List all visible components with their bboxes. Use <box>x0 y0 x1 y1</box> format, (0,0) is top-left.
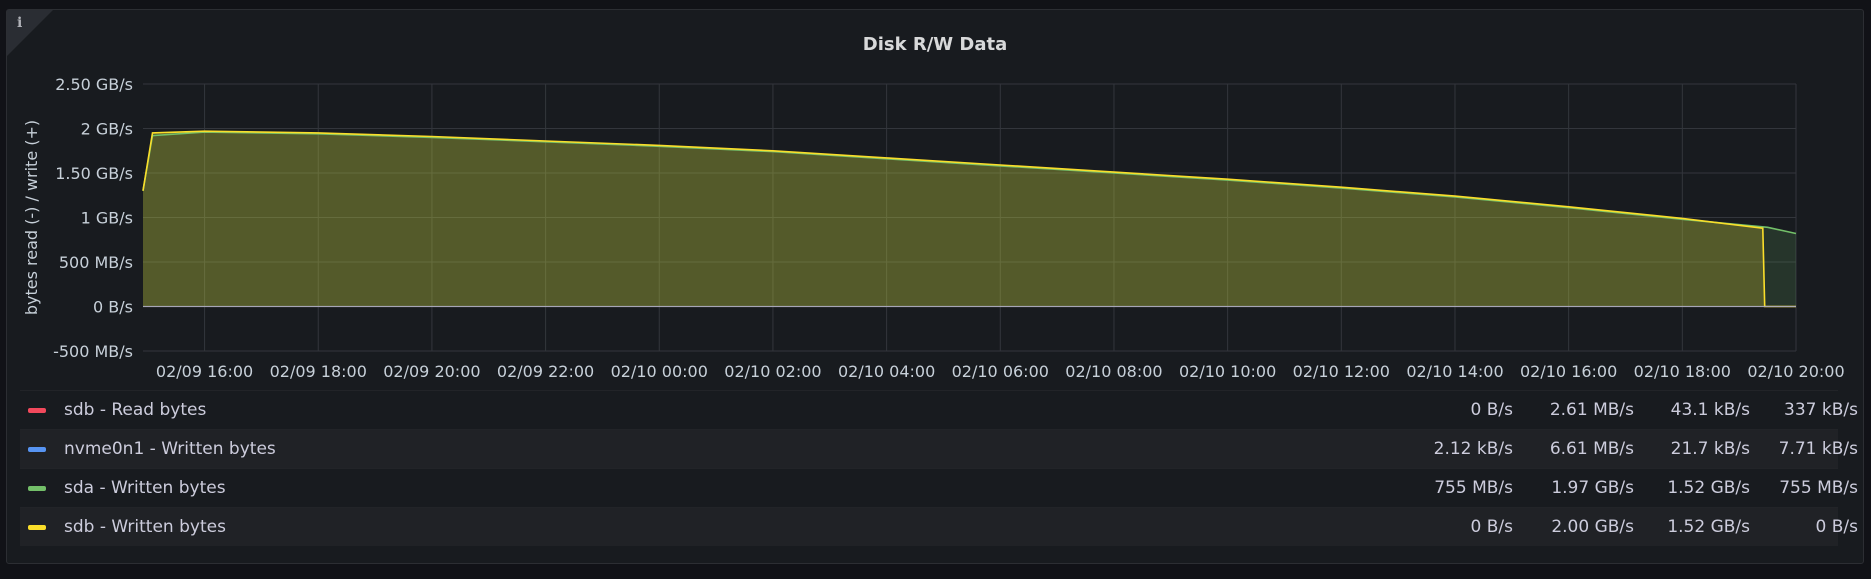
x-tick-label: 02/09 18:00 <box>270 362 367 381</box>
panel-title[interactable]: Disk R/W Data <box>862 34 1008 55</box>
info-icon[interactable]: i <box>17 15 23 31</box>
legend-swatch[interactable] <box>28 525 46 530</box>
legend-row[interactable]: sdb - Written bytes 0 B/s 2.00 GB/s 1.52 GB… <box>20 507 1858 546</box>
legend-value: 755 MB/s <box>1434 478 1513 498</box>
legend-series-name[interactable]: sdb - Written bytes <box>64 517 226 537</box>
x-tick-label: 02/10 20:00 <box>1747 362 1844 381</box>
x-tick-label: 02/10 04:00 <box>838 362 935 381</box>
y-tick-label: 0 B/s <box>93 298 133 317</box>
legend-value: 0 B/s <box>1470 400 1513 420</box>
x-tick-label: 02/10 18:00 <box>1634 362 1731 381</box>
y-tick-label: 2 GB/s <box>81 120 133 139</box>
legend-value: 755 MB/s <box>1779 478 1858 498</box>
series-line-3[interactable] <box>142 130 1796 308</box>
disk-rw-panel: i Disk R/W Data <box>6 9 1864 564</box>
legend-value: 2.12 kB/s <box>1433 439 1513 459</box>
x-tick-label: 02/10 06:00 <box>952 362 1049 381</box>
legend-series-name[interactable]: nvme0n1 - Written bytes <box>64 439 276 459</box>
legend-value: 1.97 GB/s <box>1551 478 1634 498</box>
series-line-2[interactable] <box>142 131 1797 235</box>
y-tick-label: 1.50 GB/s <box>55 164 133 183</box>
panel-info-corner[interactable] <box>7 10 53 56</box>
x-tick-label: 02/10 08:00 <box>1065 362 1162 381</box>
series-area-2 <box>143 132 1796 307</box>
legend-swatch[interactable] <box>28 408 46 413</box>
legend-row[interactable]: nvme0n1 - Written bytes 2.12 kB/s 6.61 MB/… <box>20 429 1858 468</box>
legend-row[interactable]: sda - Written bytes 755 MB/s 1.97 GB/s 1.52… <box>20 468 1858 507</box>
legend-series-name[interactable]: sdb - Read bytes <box>64 400 207 420</box>
y-axis-label: bytes read (-) / write (+) <box>22 120 41 315</box>
y-tick-label: 500 MB/s <box>59 253 133 272</box>
legend-series-name[interactable]: sda - Written bytes <box>64 478 226 498</box>
series-area-3 <box>143 131 1796 307</box>
legend-value: 0 B/s <box>1470 517 1513 537</box>
x-tick-label: 02/10 00:00 <box>611 362 708 381</box>
x-tick-label: 02/09 22:00 <box>497 362 594 381</box>
y-tick-label: -500 MB/s <box>53 342 133 361</box>
x-tick-label: 02/09 20:00 <box>383 362 480 381</box>
legend-swatch[interactable] <box>28 486 46 491</box>
x-tick-label: 02/10 02:00 <box>724 362 821 381</box>
legend-value: 0 B/s <box>1815 517 1858 537</box>
legend-swatch[interactable] <box>28 447 46 452</box>
y-tick-label: 1 GB/s <box>81 209 133 228</box>
legend-value: 1.52 GB/s <box>1667 478 1750 498</box>
y-tick-label: 2.50 GB/s <box>55 75 133 94</box>
legend-value: 1.52 GB/s <box>1667 517 1750 537</box>
x-tick-label: 02/10 10:00 <box>1179 362 1276 381</box>
legend-value: 337 kB/s <box>1784 400 1858 420</box>
x-tick-label: 02/10 16:00 <box>1520 362 1617 381</box>
legend-value: 6.61 MB/s <box>1549 439 1634 459</box>
legend-value: 2.00 GB/s <box>1551 517 1634 537</box>
legend-value: 7.71 kB/s <box>1778 439 1858 459</box>
legend: sdb - Read bytes 0 B/s 2.61 MB/s 43.1 kB/s 3… <box>20 390 1858 546</box>
x-tick-label: 02/09 16:00 <box>156 362 253 381</box>
legend-value: 21.7 kB/s <box>1670 439 1750 459</box>
x-tick-label: 02/10 12:00 <box>1293 362 1390 381</box>
legend-row[interactable]: sdb - Read bytes 0 B/s 2.61 MB/s 43.1 kB/s 3… <box>20 390 1858 429</box>
legend-value: 43.1 kB/s <box>1670 400 1750 420</box>
legend-value: 2.61 MB/s <box>1549 400 1634 420</box>
x-tick-label: 02/10 14:00 <box>1406 362 1503 381</box>
